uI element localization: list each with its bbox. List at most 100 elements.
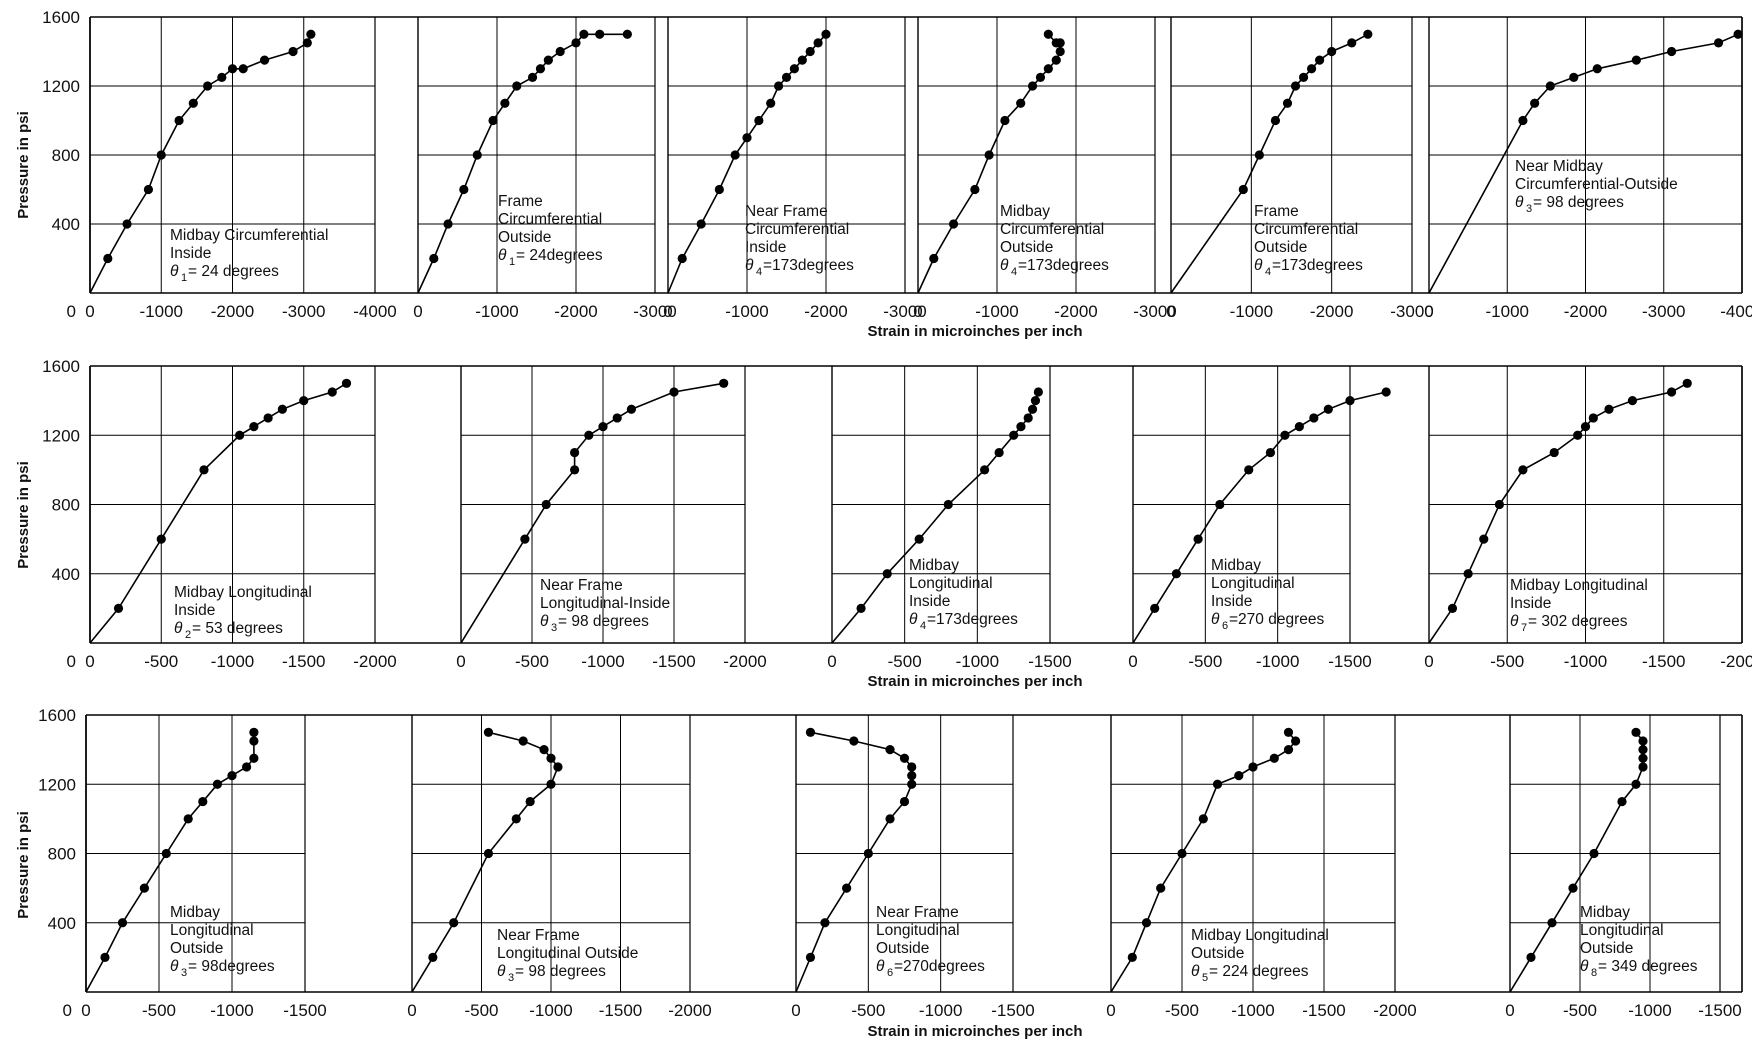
panel-14-theta-subscript: 6 (887, 967, 893, 979)
panel-15-data-point (1212, 779, 1223, 789)
panel-3-data-point (677, 253, 687, 264)
panel-6-theta-value: = 98 degrees (1533, 194, 1624, 211)
panel-1-y-tick-label: 400 (52, 215, 80, 234)
panel-11-label-line: Midbay Longitudinal (1510, 577, 1648, 594)
panel-5-label-line: Frame (1254, 203, 1299, 220)
panel-7-y-tick-label: 800 (52, 496, 80, 515)
panel-11-x-tick-label: -500 (1490, 652, 1524, 671)
panel-15-label-line: Outside (1191, 945, 1244, 962)
panel-7-x-tick-label: -2000 (353, 652, 396, 671)
panel-10-data-point (1294, 421, 1304, 432)
panel-2-theta-symbol: θ (498, 247, 507, 264)
panel-15-data-point (1234, 770, 1244, 781)
panel-2-data-point (543, 55, 553, 65)
panel-3-theta-symbol: θ (745, 257, 754, 274)
panel-3-data-point (730, 150, 740, 160)
panel-7-y-tick-label: 1600 (42, 357, 80, 376)
panel-8-x-tick-label: -1500 (652, 652, 695, 671)
panel-15-data-point (1156, 883, 1166, 893)
panel-14-data-point (805, 952, 816, 962)
panel-10-series-line (1132, 391, 1387, 644)
panel-13-data-point (449, 918, 459, 928)
panel-5-label-line: Outside (1254, 239, 1307, 256)
panel-10-label-line: Midbay (1211, 557, 1261, 574)
panel-15-data-point (1291, 736, 1301, 746)
panel-12-x-tick-label: 0 (81, 1001, 90, 1020)
panel-1-theta-subscript: 1 (181, 272, 187, 284)
panel-7-data-point (341, 378, 352, 388)
panel-1-x-tick-label: -4000 (353, 302, 396, 321)
panel-7-data-point (327, 387, 337, 397)
panel-2-data-point (459, 184, 469, 195)
panel-5-data-point (1282, 98, 1293, 108)
panel-5-data-point (1270, 115, 1281, 126)
panel-14-data-point (842, 883, 852, 893)
panel-5-data-point (1254, 150, 1264, 160)
panel-10-x-tick-label: 0 (1128, 652, 1137, 671)
panel-11-data-point (1682, 378, 1692, 388)
panel-3-data-point (813, 38, 823, 48)
panel-5-data-point (1315, 55, 1325, 65)
panel-3-theta-subscript: 4 (756, 266, 762, 278)
panel-16-theta-subscript: 8 (1591, 967, 1597, 979)
panel-15-data-point (1177, 848, 1187, 859)
panel-6-data-point (1713, 38, 1724, 48)
panel-8-data-point (612, 413, 622, 423)
panel-13-x-tick-label: -1500 (599, 1001, 642, 1020)
panel-5-x-tick-label: -3000 (1390, 302, 1433, 321)
panel-13-x-tick-label: -1000 (529, 1001, 572, 1020)
x-axis-title-row2: Strain in microinches per inch (867, 673, 1082, 690)
panel-9-data-point (980, 465, 990, 475)
panel-14-data-point (885, 814, 895, 824)
panel-6-label-line: Circumferential-Outside (1515, 176, 1678, 193)
panel-2-data-point (555, 46, 565, 57)
panel-9-x-tick-label: -1500 (1028, 652, 1071, 671)
panel-12-data-point (183, 814, 193, 824)
panel-2-data-point (535, 64, 546, 74)
panel-11-data-point (1494, 499, 1505, 510)
panel-11-x-tick-label: -1000 (1564, 652, 1607, 671)
panel-4-theta-symbol: θ (1000, 257, 1009, 274)
panel-7-data-point (113, 603, 124, 613)
panel-1-data-point (188, 98, 198, 108)
x-axis-title-row1: Strain in microinches per inch (867, 323, 1082, 340)
panel-2-x-tick-label: -1000 (475, 302, 518, 321)
panel-12-x-tick-label: -500 (142, 1001, 176, 1020)
panel-5-label-line: Circumferential (1254, 221, 1358, 238)
panel-12-data-point (249, 753, 259, 763)
panel-11-data-point (1463, 569, 1473, 579)
panel-7-x-tick-label: -500 (144, 652, 178, 671)
panel-8-data-point (570, 465, 580, 475)
panel-14-data-point (907, 762, 917, 772)
panel-12-data-point (198, 796, 208, 807)
panel-7-y-tick-label: 1200 (42, 426, 80, 445)
panel-16-label-line: Midbay (1580, 904, 1630, 921)
panel-3-x-tick-label: -1000 (725, 302, 768, 321)
panel-9-data-point (1009, 430, 1019, 440)
panel-3-x-tick-label: 0 (663, 302, 672, 321)
panel-1-x-tick-label: -3000 (282, 302, 325, 321)
panel-1-x-tick-label: -2000 (211, 302, 254, 321)
panel-7-data-point (249, 421, 259, 432)
panel-10-x-tick-label: -1500 (1328, 652, 1371, 671)
panel-5-data-point (1327, 46, 1337, 57)
panel-14-data-point (907, 779, 917, 789)
panel-12-label-line: Longitudinal (170, 922, 254, 939)
panel-12-data-point (242, 762, 252, 772)
panel-10-label-line: Longitudinal (1211, 575, 1295, 592)
panel-5-data-point (1238, 184, 1248, 195)
panel-12-x-tick-label: -1500 (283, 1001, 326, 1020)
panel-9-label-line: Longitudinal (909, 575, 993, 592)
panel-1-x-tick-label: -1000 (140, 302, 183, 321)
panel-5-data-point (1347, 38, 1357, 48)
panel-14-data-point (805, 727, 816, 737)
panel-4-data-point (1051, 55, 1061, 65)
panel-13-label-line: Longitudinal Outside (497, 945, 638, 962)
panel-10-data-point (1381, 387, 1391, 397)
panel-9-data-point (994, 447, 1004, 458)
panel-11-data-point (1518, 465, 1528, 475)
panel-14-data-point (820, 918, 830, 928)
panel-7-data-point (299, 396, 309, 406)
panel-1-y-tick-label: 0 (67, 302, 76, 321)
panel-8-data-point (520, 534, 530, 544)
